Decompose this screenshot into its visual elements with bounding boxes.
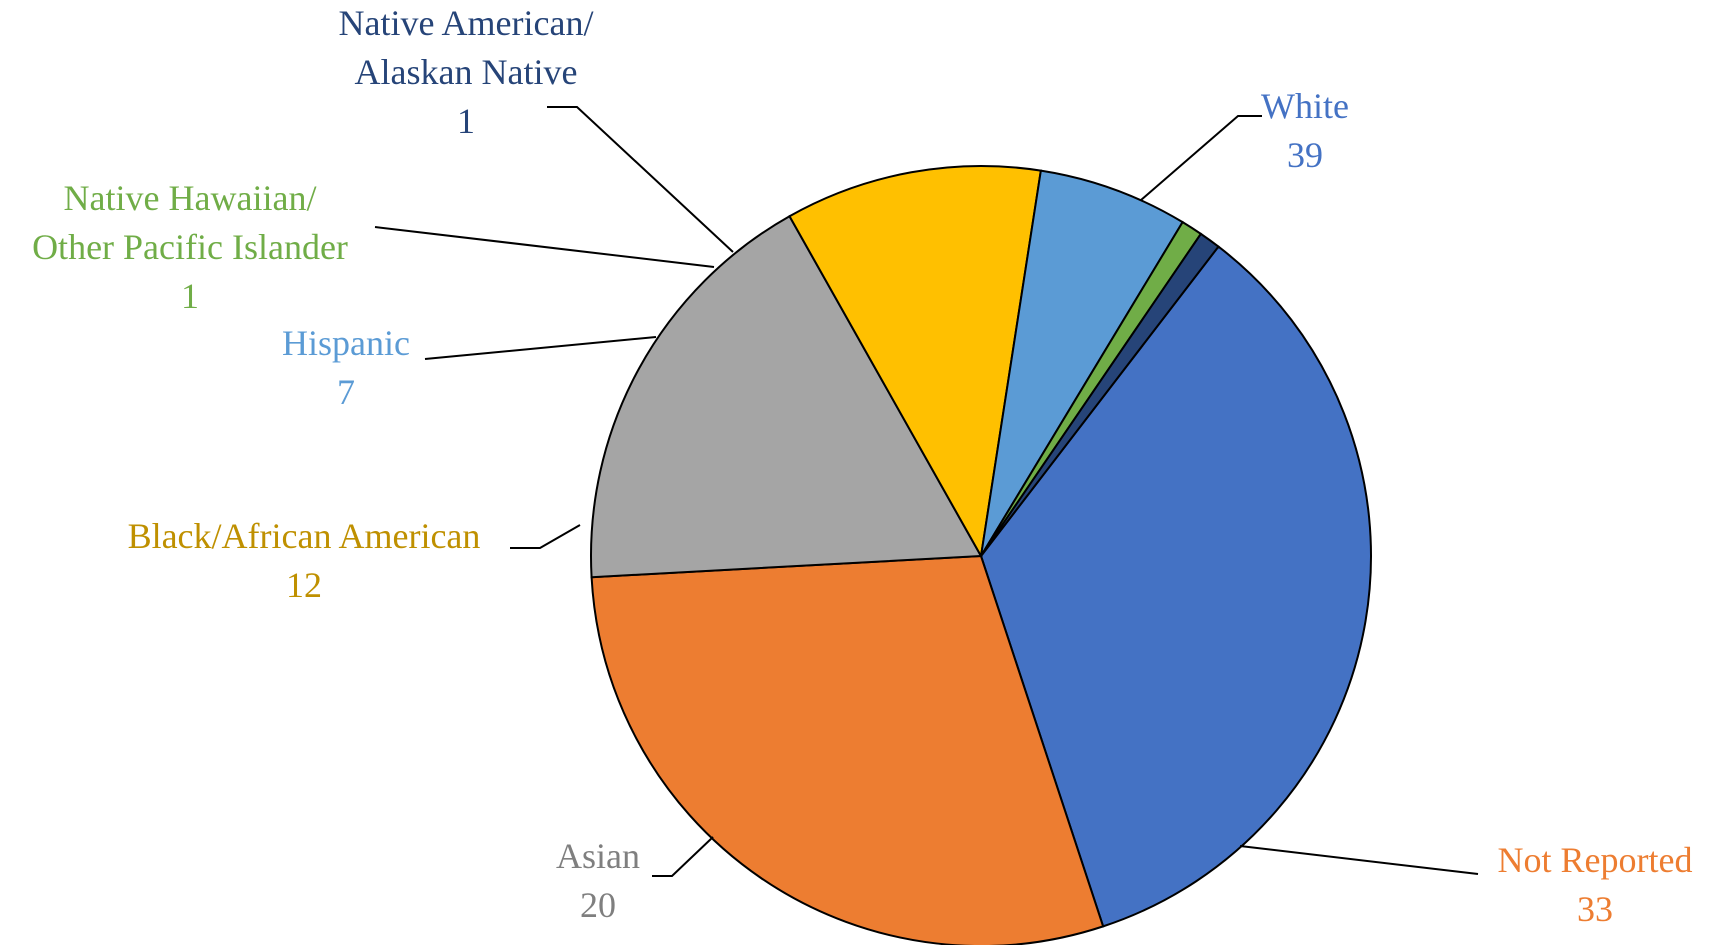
data-label-value: 1 (181, 276, 199, 316)
data-label-value: 39 (1287, 135, 1323, 175)
data-label-category: Hispanic (282, 323, 410, 363)
leader-line (510, 524, 581, 549)
leader-line (374, 226, 715, 268)
leader-line (547, 106, 734, 253)
data-label-category: Native Hawaiian/ (64, 178, 317, 218)
data-label-category: Native American/ (339, 3, 594, 43)
data-label-value: 20 (580, 885, 616, 925)
pie-slice-asian (590, 214, 983, 579)
pie-slice-black-african-american (788, 165, 1042, 560)
pie-slice-hispanic (980, 169, 1184, 557)
data-label-category: Not Reported (1498, 840, 1693, 880)
data-label-value: 12 (286, 565, 322, 605)
data-label-category: Alaskan Native (355, 52, 578, 92)
data-label-value: 1 (457, 101, 475, 141)
leader-line (424, 336, 657, 360)
data-label-value: 33 (1577, 889, 1613, 929)
data-label-category: Asian (556, 836, 640, 876)
leader-line (1140, 115, 1262, 201)
pie-slice-not-reported (590, 554, 1105, 945)
data-label-value: 7 (337, 372, 355, 412)
pie-slice-native-american-alaskan-native (980, 232, 1220, 557)
data-label-category: Black/African American (128, 516, 481, 556)
pie-slice-white (979, 245, 1373, 928)
leader-line (652, 836, 714, 877)
data-label-category: White (1261, 86, 1349, 126)
leader-line (1239, 845, 1479, 875)
data-label-category: Other Pacific Islander (32, 227, 348, 267)
